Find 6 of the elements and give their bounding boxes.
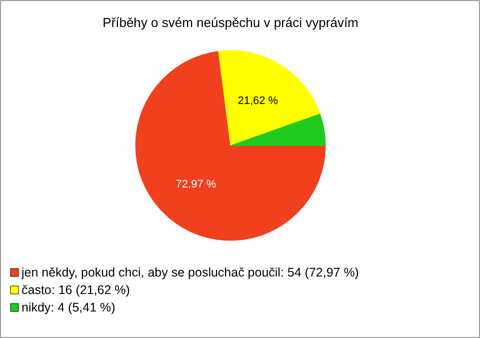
legend-label: často: 16 (21,62 %) <box>22 283 130 297</box>
legend-label: nikdy: 4 (5,41 %) <box>22 300 116 314</box>
chart-title: Příběhy o svém neúspěchu v práci vyprávím <box>102 15 358 30</box>
data-label: 72,97 % <box>176 178 216 191</box>
legend-label: jen někdy, pokud chci, aby se posluchač poučil: 54 (72,97 %) <box>20 266 359 280</box>
data-label: 21,62 % <box>238 95 278 107</box>
